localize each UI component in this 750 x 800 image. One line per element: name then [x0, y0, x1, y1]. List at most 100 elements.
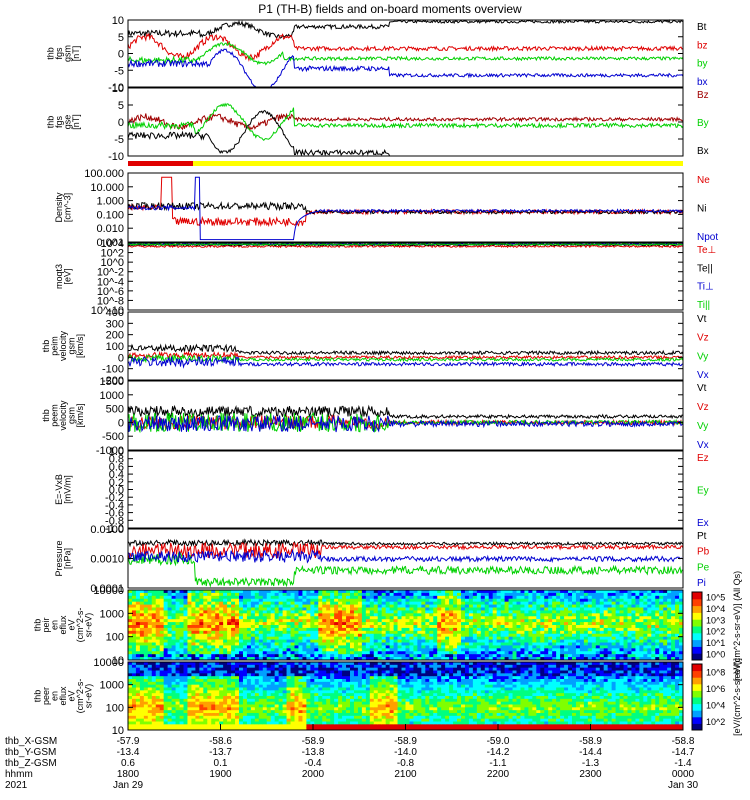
spectrogram-cell [334, 713, 339, 717]
spectrogram-cell [318, 707, 323, 711]
spectrogram-cell [484, 610, 490, 614]
spectrogram-cell [441, 654, 446, 658]
spectrogram-cell [235, 604, 240, 608]
spectrogram-cell [667, 604, 672, 608]
spectrogram-cell [568, 633, 573, 638]
spectrogram-cell [223, 654, 228, 658]
spectrogram-cell [524, 610, 529, 614]
spectrogram-cell [330, 645, 335, 649]
spectrogram-cell [223, 616, 228, 620]
spectrogram-cell [246, 664, 252, 669]
spectrogram-cell [643, 613, 648, 617]
spectrogram-cell [290, 592, 295, 597]
spectrogram-cell [520, 654, 525, 658]
spectrogram-cell [468, 648, 474, 652]
spectrogram-cell [191, 704, 196, 708]
spectrogram-cell [219, 604, 224, 608]
spectrogram-cell [516, 598, 521, 603]
spectrogram-cell [338, 701, 343, 705]
spectrogram-cell [409, 622, 414, 626]
spectrogram-cell [290, 662, 295, 666]
spectrogram-cell [159, 684, 165, 688]
spectrogram-cell [298, 648, 303, 652]
spectrogram-cell [671, 633, 676, 638]
spectrogram-cell [342, 636, 347, 641]
spectrogram-cell [520, 601, 525, 606]
spectrogram-cell [389, 642, 395, 646]
spectrogram-cell [457, 616, 462, 620]
spectrogram-cell [223, 724, 228, 728]
spectrogram-cell [675, 590, 680, 594]
spectrogram-cell [643, 622, 648, 626]
spectrogram-cell [199, 651, 204, 655]
spectrogram-cell [433, 590, 438, 594]
spectrogram-cell [508, 654, 514, 658]
spectrogram-cell [512, 651, 517, 655]
spectrogram-cell [294, 630, 299, 635]
spectrogram-cell [143, 667, 149, 671]
spectrogram-cell [322, 616, 327, 620]
spectrogram-cell [413, 604, 418, 608]
spectrogram-cell [246, 651, 252, 655]
spectrogram-cell [235, 681, 240, 686]
spectrogram-cell [322, 721, 327, 725]
spectrogram-cell [298, 630, 303, 635]
spectrogram-cell [286, 610, 292, 614]
spectrogram-cell [611, 633, 617, 638]
spectrogram-cell [250, 710, 256, 714]
spectrogram-cell [492, 625, 498, 629]
spectrogram-cell [338, 592, 343, 597]
spectrogram-cell [254, 642, 260, 646]
spectrogram-cell [302, 607, 307, 611]
spectrogram-cell [282, 687, 288, 691]
spectrogram-cell [314, 724, 319, 728]
spectrogram-cell [373, 616, 379, 620]
spectrogram-cell [266, 648, 272, 652]
spectrogram-cell [397, 654, 403, 658]
spectrogram-cell [599, 616, 605, 620]
spectrogram-cell [199, 616, 204, 620]
spectrogram-cell [207, 607, 212, 611]
spectrogram-cell [441, 627, 446, 632]
spectrogram-cell [643, 639, 648, 643]
spectrogram-cell [239, 648, 244, 652]
spectrogram-cell [516, 639, 521, 643]
spectrogram-cell [278, 693, 284, 697]
spectrogram-cell [282, 664, 288, 669]
spectrogram-cell [500, 604, 506, 608]
spectrogram-cell [568, 604, 573, 608]
spectrogram-cell [298, 622, 303, 626]
spectrogram-cell [464, 610, 470, 614]
spectrogram-cell [278, 598, 284, 603]
spectrogram-cell [575, 657, 581, 661]
spectrogram-cell [587, 648, 593, 652]
spectrogram-cell [322, 627, 327, 632]
spectrogram-cell [524, 654, 529, 658]
spectrogram-cell [143, 607, 149, 611]
spectrogram-cell [274, 670, 280, 674]
spectrogram-cell [552, 604, 557, 608]
spectrogram-cell [552, 590, 557, 594]
spectrogram-cell [131, 679, 137, 683]
spectrogram-cell [139, 693, 145, 697]
spectrogram-cell [298, 662, 303, 666]
spectrogram-cell [183, 601, 188, 606]
spectrogram-cell [350, 651, 355, 655]
spectrogram-cell [350, 664, 355, 669]
spectrogram-cell [147, 710, 153, 714]
spectrogram-cell [663, 630, 668, 635]
spectrogram-cell [615, 642, 621, 646]
spectrogram-cell [536, 648, 541, 652]
spectrogram-cell [310, 698, 315, 703]
spectrogram-cell [163, 654, 169, 658]
spectrogram-cell [310, 613, 315, 617]
spectrogram-cell [167, 679, 173, 683]
spectrogram-cell [306, 670, 311, 674]
spectrogram-cell [302, 598, 307, 603]
spectrogram-cell [564, 630, 569, 635]
spectrogram-cell [171, 622, 177, 626]
spectrogram-cell [310, 601, 315, 606]
y-axis-label: gse [62, 115, 72, 130]
spectrogram-cell [472, 651, 478, 655]
spectrogram-cell [524, 622, 529, 626]
